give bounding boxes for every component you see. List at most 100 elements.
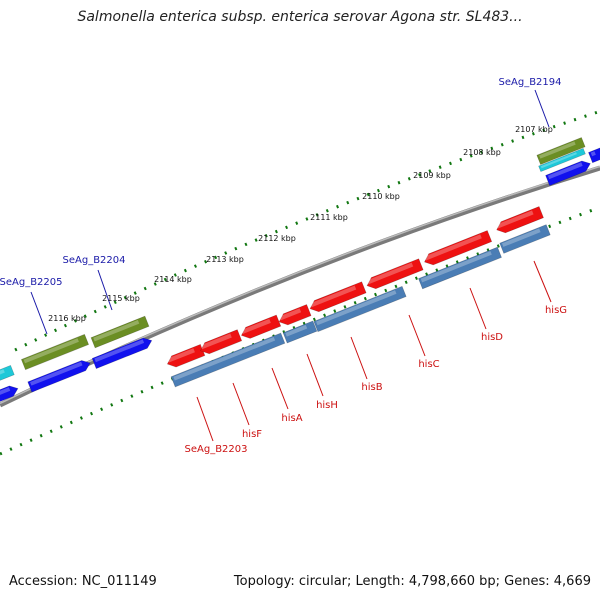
map-title: Salmonella enterica subsp. enterica sero… — [77, 9, 523, 25]
cyan-gene-left — [0, 365, 15, 381]
leader-bottom-5 — [408, 314, 426, 357]
blue-gene-far-right-body — [588, 146, 600, 164]
steel-gene-3-body — [418, 246, 502, 290]
accession-text: Accession: NC_011149 — [9, 574, 157, 589]
his-gene-1-shine — [200, 333, 232, 350]
leader-bottom-1 — [232, 382, 250, 426]
blue-gene-right-body — [545, 160, 591, 187]
olive-gene-right-body — [536, 137, 586, 165]
his-gene-6-body — [424, 230, 493, 266]
his-gene-3-shine — [279, 308, 302, 321]
gene-label-bottom: hisD — [481, 332, 503, 343]
scale-label: 2108 kbp — [463, 148, 501, 157]
scale-labels: 2107 kbp 2108 kbp 2109 kbp 2110 kbp 2111 kbp… — [48, 125, 553, 323]
his-gene-2-shine — [241, 318, 271, 334]
his-gene-4 — [309, 281, 367, 313]
blue-gene-edge-shine — [0, 387, 11, 399]
blue-gene-left-body — [27, 360, 91, 393]
steel-gene-2-body — [313, 285, 407, 333]
gene-label-bottom: hisF — [242, 429, 262, 440]
his-gene-4-shine — [310, 285, 357, 308]
steel-gene-0 — [170, 332, 286, 388]
scale-label: 2116 kbp — [48, 314, 86, 323]
scale-label: 2115 kbp — [102, 294, 140, 303]
leader-bottom-3 — [306, 353, 324, 397]
leader-bottom-4 — [350, 336, 368, 380]
blue-gene-far-right-shine — [590, 151, 596, 157]
olive-gene-right — [536, 137, 586, 165]
cyan-gene-left-body — [0, 365, 15, 381]
his-gene-1 — [200, 329, 243, 355]
olive-gene-mid-shine — [93, 320, 140, 342]
steel-gene-4-shine — [501, 228, 541, 247]
leader-bottom-2 — [271, 367, 289, 410]
steel-gene-4-body — [499, 224, 551, 254]
gene-label-top: SeAg_B2194 — [499, 77, 562, 88]
his-gene-7-shine — [496, 210, 534, 229]
blue-gene-right-shine — [547, 162, 583, 180]
steel-gene-0-shine — [173, 336, 276, 381]
his-gene-0-body — [166, 344, 206, 368]
blue-gene-far-right — [588, 146, 600, 164]
leader-top-2 — [30, 291, 48, 335]
his-gene-1-body — [200, 329, 243, 355]
his-gene-3 — [278, 304, 312, 326]
his-gene-6 — [424, 230, 493, 266]
tick-ring-outer — [14, 110, 599, 352]
blue-gene-left-shine — [29, 361, 83, 386]
leader-bottom-6 — [469, 287, 487, 330]
his-gene-0 — [166, 344, 206, 368]
scale-label: 2113 kbp — [206, 255, 244, 264]
steel-gene-1 — [282, 320, 318, 344]
scale-label: 2109 kbp — [413, 171, 451, 180]
backbone-line — [0, 165, 600, 408]
steel-gene-4 — [499, 224, 551, 254]
his-gene-7-body — [496, 206, 544, 234]
olive-gene-mid — [90, 315, 150, 349]
olive-gene-left-body — [20, 333, 90, 371]
blue-gene-mid — [91, 337, 153, 369]
scale-label: 2110 kbp — [362, 192, 400, 201]
his-gene-5 — [366, 258, 424, 290]
steel-gene-1-shine — [285, 324, 308, 337]
gene-label-top: SeAg_B2204 — [63, 255, 126, 266]
backbone-highlight — [0, 165, 600, 405]
scale-label: 2112 kbp — [258, 234, 296, 243]
his-gene-2 — [240, 314, 282, 339]
gene-label-bottom: hisB — [361, 382, 382, 393]
cyan-gene-left-shine — [0, 369, 5, 375]
blue-gene-mid-body — [91, 337, 153, 369]
olive-gene-left-shine — [23, 338, 79, 364]
tick-rings — [0, 110, 599, 456]
gene-label-bottom: hisH — [316, 400, 338, 411]
olive-gene-left — [20, 333, 90, 371]
olive-gene-mid-body — [90, 315, 150, 349]
steel-gene-1-body — [282, 320, 318, 344]
leader-bottom-0 — [196, 396, 214, 442]
his-gene-4-body — [309, 281, 367, 313]
steel-gene-0-body — [170, 332, 286, 388]
cyan-gene-right — [538, 147, 586, 173]
gene-label-bottom: hisC — [418, 359, 439, 370]
his-gene-3-body — [278, 304, 312, 326]
blue-gene-mid-shine — [94, 339, 145, 363]
cyan-gene-right-body — [538, 147, 586, 173]
steel-gene-3 — [418, 246, 502, 290]
cyan-gene-right-shine — [540, 152, 577, 169]
gene-label-bottom: hisA — [281, 413, 302, 424]
his-gene-7 — [496, 206, 544, 234]
topology-summary: Topology: circular; Length: 4,798,660 bp… — [233, 574, 591, 589]
gene-label-top: SeAg_B2205 — [0, 277, 63, 288]
his-gene-5-body — [366, 258, 424, 290]
leader-bottom-7 — [533, 260, 552, 303]
gene-label-bottom: hisG — [545, 305, 567, 316]
scale-label: 2107 kbp — [515, 125, 553, 134]
blue-gene-edge — [0, 385, 19, 406]
his-gene-5-shine — [367, 262, 414, 285]
label-leaders — [30, 89, 552, 442]
blue-gene-right — [545, 160, 591, 187]
gene-label-bottom: SeAg_B2203 — [185, 444, 248, 455]
blue-gene-edge-body — [0, 385, 19, 406]
